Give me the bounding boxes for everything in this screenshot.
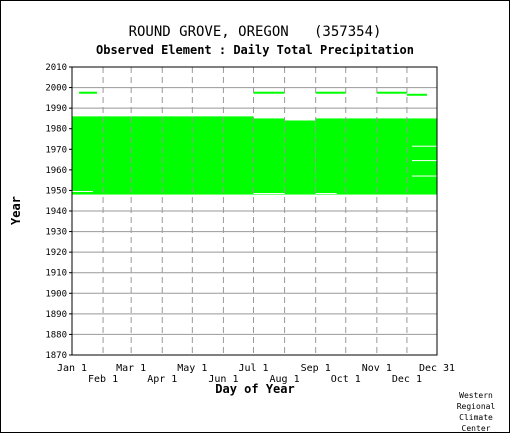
x-axis-label: Day of Year — [215, 382, 295, 396]
data-block — [284, 120, 316, 195]
x-tick-label: Aug 1 — [270, 374, 300, 385]
data-gap — [253, 193, 285, 195]
credit-line: Climate — [459, 413, 493, 422]
x-tick-label: Apr 1 — [147, 374, 177, 385]
y-tick-label: 1910 — [45, 269, 67, 279]
chart-subtitle: Observed Element : Daily Total Precipita… — [96, 43, 414, 57]
y-tick-label: 1880 — [45, 330, 67, 340]
data-gap — [315, 193, 337, 195]
data-segment — [411, 143, 437, 146]
data-block — [253, 118, 285, 195]
y-tick-label: 1890 — [45, 310, 67, 320]
data-segment — [406, 93, 427, 96]
x-tick-label: May 1 — [177, 363, 207, 374]
y-tick-label: 2010 — [45, 63, 67, 73]
y-tick-label: 1930 — [45, 228, 67, 238]
credit-line: Center — [461, 424, 491, 433]
data-gap — [411, 160, 437, 162]
y-tick-label: 1970 — [45, 145, 67, 155]
y-axis-label: Year — [9, 196, 23, 225]
x-tick-label: Jul 1 — [238, 363, 268, 374]
data-segment — [79, 91, 98, 94]
y-tick-label: 1920 — [45, 248, 67, 258]
y-tick-label: 1940 — [45, 207, 67, 217]
data-segment — [72, 188, 94, 191]
data-segment — [411, 162, 437, 165]
chart-title: ROUND GROVE, OREGON (357354) — [128, 24, 382, 40]
x-tick-label: Oct 1 — [331, 374, 361, 385]
x-tick-label: Jan 1 — [57, 363, 87, 374]
y-tick-label: 1960 — [45, 166, 67, 176]
y-tick-label: 1870 — [45, 351, 67, 361]
x-tick-label: Sep 1 — [301, 363, 331, 374]
x-tick-label: Jun 1 — [208, 374, 238, 385]
y-tick-label: 1950 — [45, 186, 67, 196]
x-tick-label: Dec 1 — [392, 374, 422, 385]
x-tick-label: Dec 31 — [419, 363, 455, 374]
data-block — [315, 118, 437, 195]
data-segment — [253, 91, 285, 94]
y-tick-label: 1980 — [45, 125, 67, 135]
data-gap — [411, 175, 437, 177]
credit-line: Western — [459, 391, 493, 400]
data-gap — [72, 190, 94, 192]
data-gap — [411, 145, 437, 147]
credit-line: Regional — [456, 402, 496, 411]
data-segment — [376, 91, 407, 94]
y-tick-label: 2000 — [45, 84, 67, 94]
x-tick-label: Mar 1 — [116, 363, 146, 374]
data-block — [72, 116, 254, 195]
y-tick-label: 1900 — [45, 289, 67, 299]
x-tick-label: Nov 1 — [362, 363, 392, 374]
credit-text: Western Regional Climate Center — [448, 390, 504, 434]
y-tick-label: 1990 — [45, 104, 67, 114]
data-segment — [315, 91, 346, 94]
x-tick-label: Feb 1 — [88, 374, 118, 385]
